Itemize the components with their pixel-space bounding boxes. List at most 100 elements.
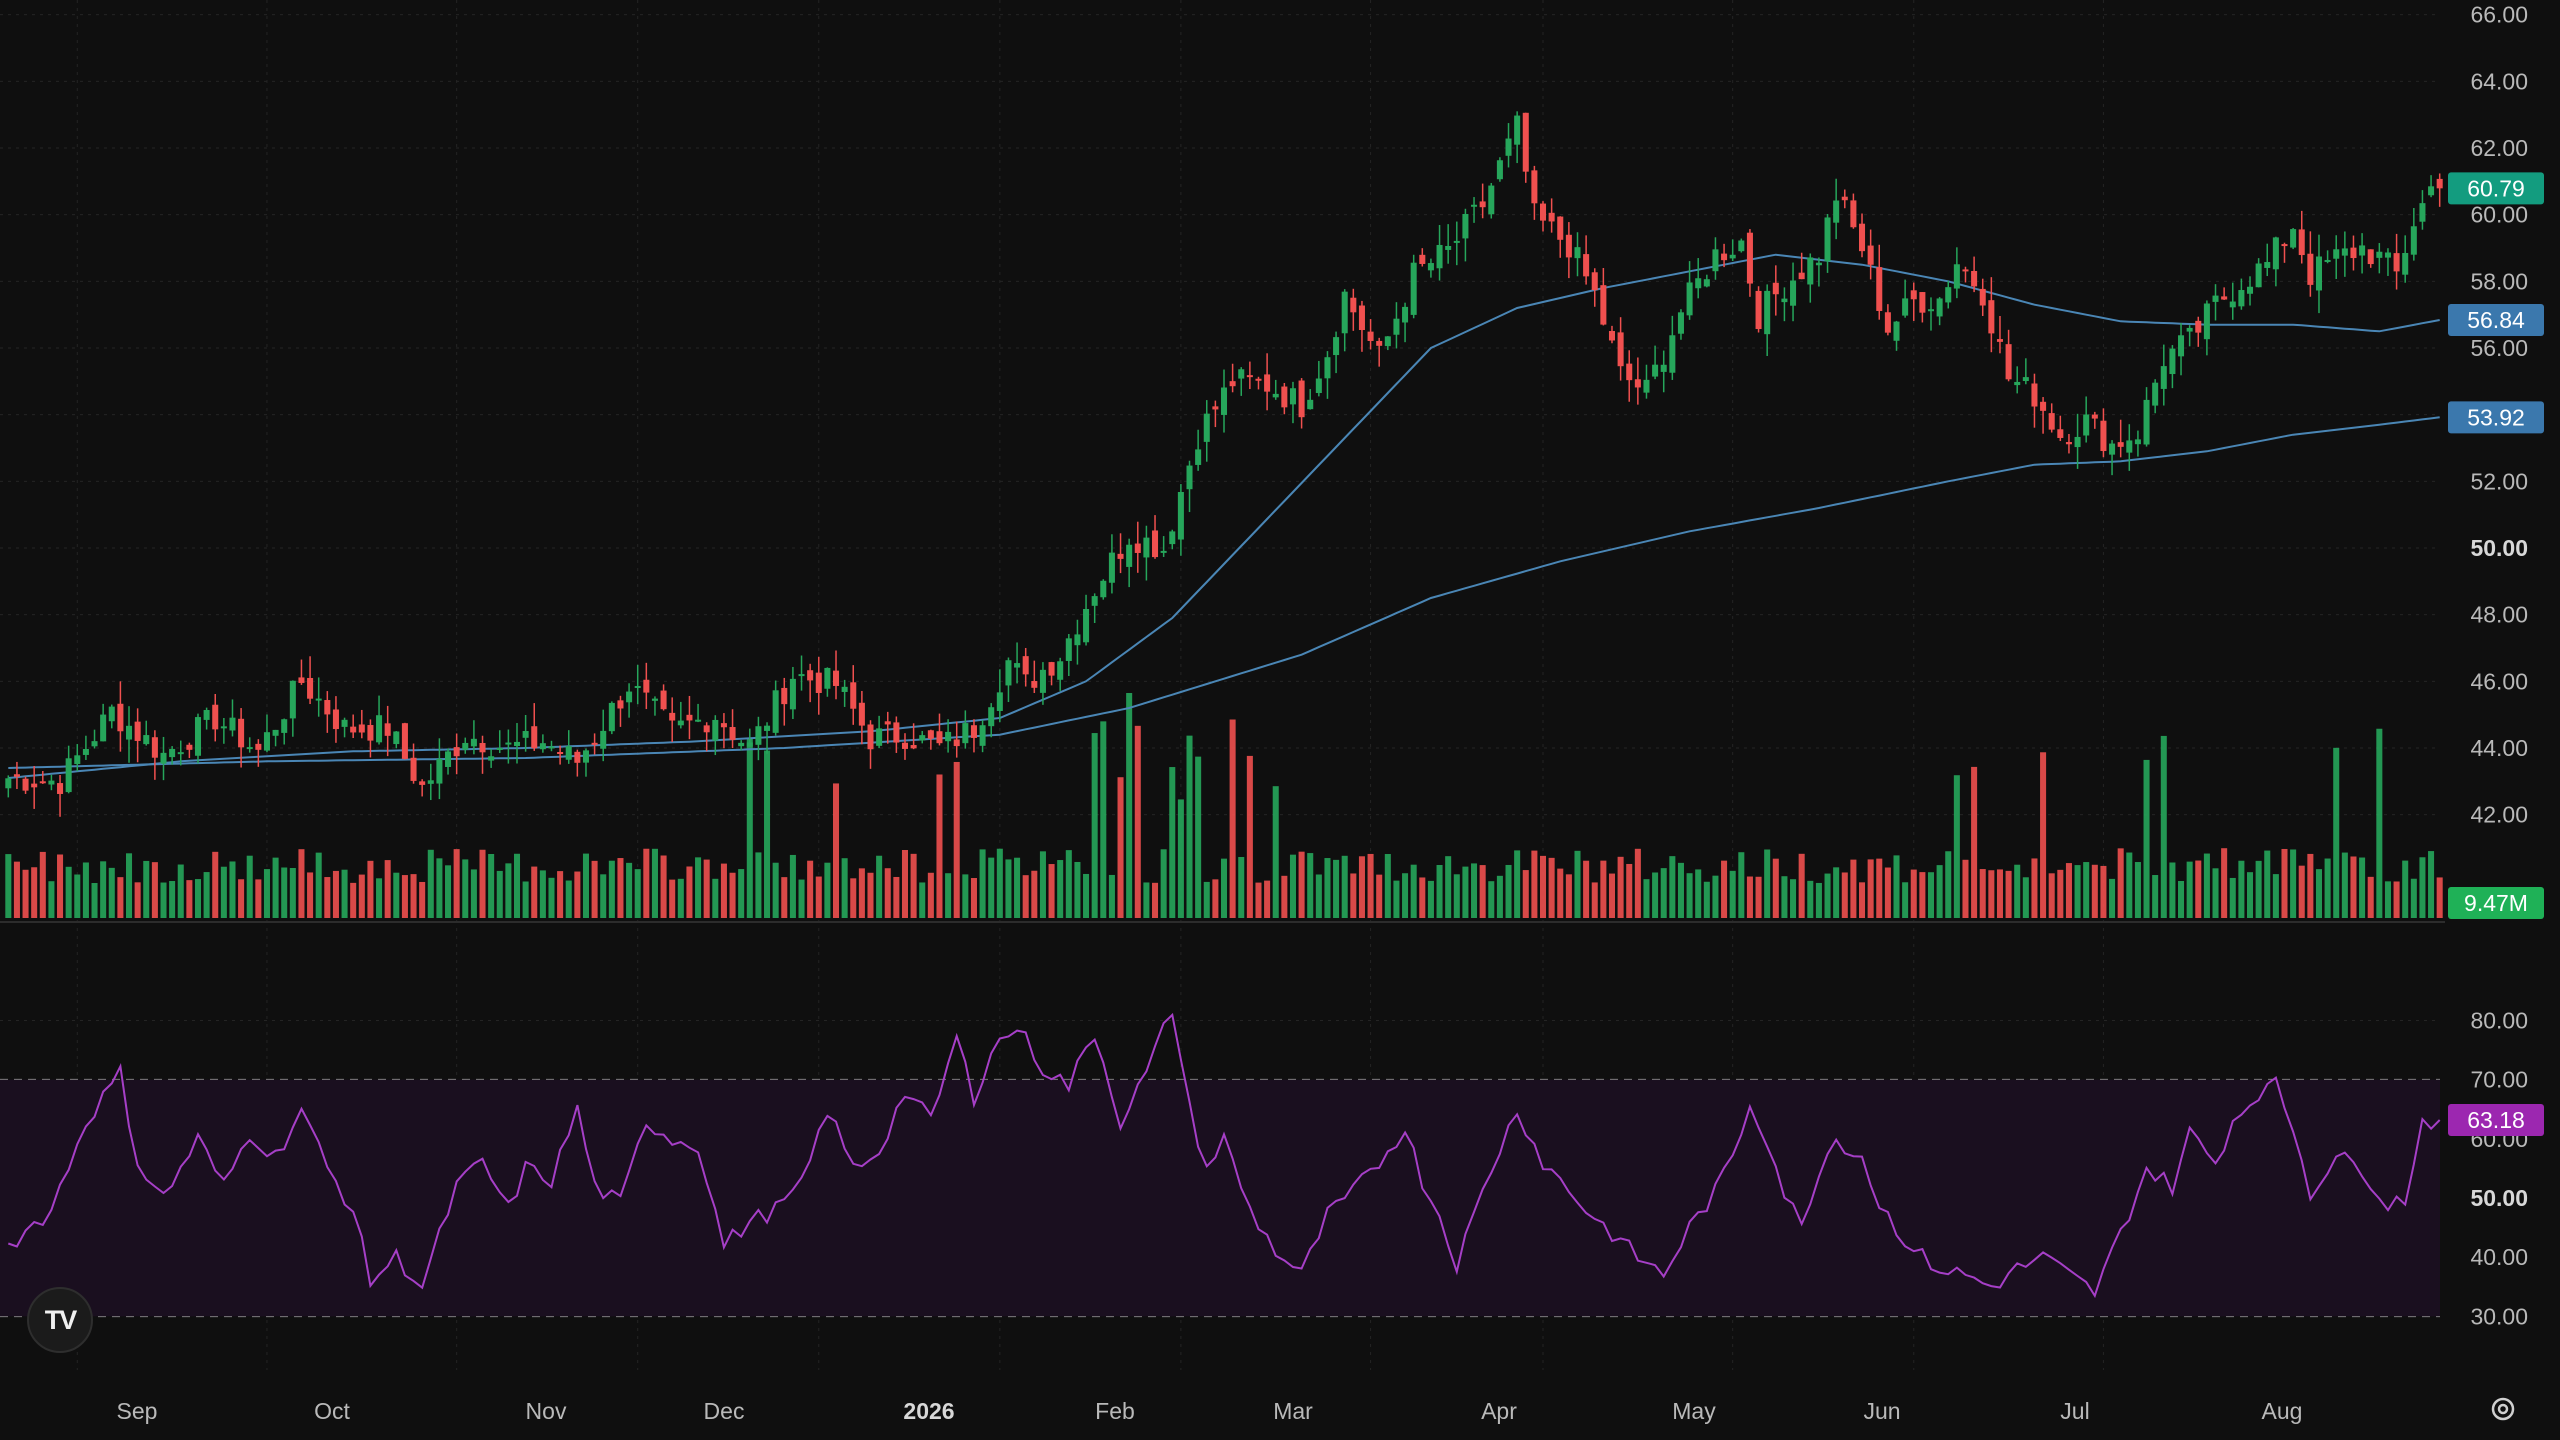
volume-bar xyxy=(617,858,624,918)
volume-bar xyxy=(729,872,736,918)
volume-bar xyxy=(1824,873,1831,918)
candle-body xyxy=(393,731,400,745)
ma-short-badge xyxy=(2448,304,2544,336)
volume-bar xyxy=(1126,693,1133,918)
candle-body xyxy=(436,758,443,784)
candle-body xyxy=(143,735,150,745)
volume-bar xyxy=(996,848,1003,918)
candle-body xyxy=(1272,393,1279,398)
candle-body xyxy=(1186,465,1193,490)
volume-bar xyxy=(143,860,150,918)
volume-bar xyxy=(1522,870,1529,918)
candle-body xyxy=(13,774,20,777)
volume-bar xyxy=(565,880,572,918)
candle-body xyxy=(1384,336,1391,347)
volume-bar xyxy=(1772,858,1779,918)
volume-bar xyxy=(1479,865,1486,918)
volume-bar xyxy=(488,853,495,918)
volume-bar xyxy=(1953,775,1960,918)
candle-body xyxy=(1083,608,1090,643)
price-tick-label: 56.00 xyxy=(2470,335,2528,361)
candle-body xyxy=(324,700,331,715)
volume-bar xyxy=(1031,870,1038,918)
volume-bar xyxy=(703,859,710,918)
candle-body xyxy=(1617,332,1624,367)
volume-bar xyxy=(324,877,331,918)
price-tick-label: 46.00 xyxy=(2470,668,2528,694)
volume-bar xyxy=(1591,882,1598,918)
volume-bar xyxy=(945,873,952,918)
volume-bar xyxy=(186,880,193,918)
candle-body xyxy=(1790,280,1797,306)
candle-body xyxy=(2428,186,2435,196)
candle-body xyxy=(91,741,98,747)
volume-bar xyxy=(677,878,684,918)
candle-body xyxy=(2100,420,2107,452)
candle-body xyxy=(1410,262,1417,315)
candle-body xyxy=(738,742,745,747)
candle-body xyxy=(1772,282,1779,295)
volume-bar xyxy=(2384,881,2391,918)
candle-body xyxy=(729,727,736,740)
volume-bar xyxy=(1402,873,1409,918)
candle-body xyxy=(1565,234,1572,258)
volume-bar xyxy=(1005,859,1012,918)
candle-body xyxy=(1039,669,1046,693)
volume-bar xyxy=(1022,875,1029,918)
candle-body xyxy=(660,690,667,710)
candle-body xyxy=(2083,414,2090,436)
volume-bar xyxy=(2065,863,2072,918)
volume-bar xyxy=(427,849,434,918)
volume-bar xyxy=(1721,860,1728,918)
price-tick-label: 64.00 xyxy=(2470,68,2528,94)
candle-body xyxy=(1979,288,1986,306)
volume-bar xyxy=(1677,862,1684,918)
price-tick-label: 66.00 xyxy=(2470,2,2528,28)
candle-body xyxy=(2350,247,2357,259)
volume-bar xyxy=(1876,858,1883,918)
volume-bar xyxy=(557,871,564,918)
candle-body xyxy=(298,677,305,683)
volume-bar xyxy=(2048,873,2055,918)
volume-bar xyxy=(436,858,443,918)
candle-body xyxy=(1876,267,1883,311)
candle-body xyxy=(194,717,202,756)
tradingview-logo[interactable]: TV xyxy=(27,1287,93,1353)
candle-body xyxy=(2402,252,2409,275)
candle-body xyxy=(1393,318,1400,335)
candle-body xyxy=(2315,256,2322,291)
volume-bar xyxy=(2195,860,2202,918)
volume-bar xyxy=(2410,878,2417,918)
candle-body xyxy=(712,719,719,741)
candle-body xyxy=(2436,178,2443,189)
candle-body xyxy=(591,742,598,745)
ma-long-badge-text: 53.92 xyxy=(2467,404,2525,430)
volume-bar xyxy=(1427,880,1434,918)
candle-body xyxy=(1488,185,1495,215)
volume-bar xyxy=(1169,767,1176,918)
candle-body xyxy=(1427,263,1434,271)
volume-bar xyxy=(2333,747,2340,918)
candle-body xyxy=(160,752,167,764)
volume-bar xyxy=(108,867,115,918)
candle-body xyxy=(513,741,521,746)
volume-bar xyxy=(927,872,934,918)
candle-body xyxy=(2057,429,2064,438)
volume-bar xyxy=(1134,725,1141,918)
candle-body xyxy=(238,718,245,748)
volume-bar xyxy=(315,852,322,918)
candle-body xyxy=(1927,309,1935,312)
volume-bar xyxy=(2272,874,2279,918)
volume-bar xyxy=(979,849,986,918)
volume-bar xyxy=(1781,876,1788,918)
settings-icon[interactable] xyxy=(2486,1392,2520,1426)
candle-body xyxy=(582,750,589,763)
candle-body xyxy=(2091,414,2098,419)
candle-body xyxy=(2195,320,2202,333)
candle-body xyxy=(2134,439,2141,445)
candle-body xyxy=(1859,223,1866,252)
volume-bar xyxy=(522,881,529,918)
candle-body xyxy=(74,755,81,765)
volume-bar xyxy=(1548,857,1555,918)
